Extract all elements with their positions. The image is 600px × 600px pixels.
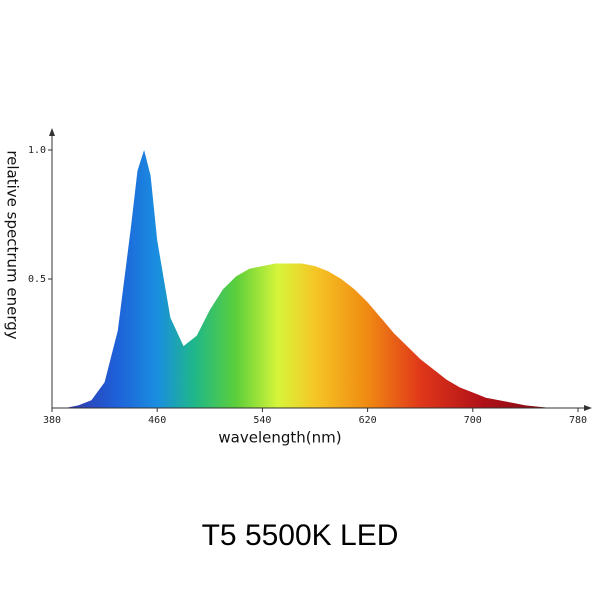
- plot-area: [52, 150, 578, 408]
- x-axis-label: wavelength(nm): [218, 429, 341, 447]
- y-axis-arrow: [49, 128, 55, 136]
- x-tick-label: 460: [148, 415, 166, 426]
- y-tick-label: 0.5: [28, 274, 46, 285]
- x-tick-label: 700: [464, 415, 482, 426]
- chart-title: T5 5500K LED: [202, 519, 399, 552]
- spectrum-area: [52, 150, 578, 408]
- x-tick-label: 540: [253, 415, 271, 426]
- y-axis-label: relative spectrum energy: [4, 150, 22, 339]
- x-tick-label: 380: [43, 415, 61, 426]
- x-tick-label: 620: [359, 415, 377, 426]
- y-tick-label: 1.0: [28, 145, 46, 156]
- x-tick-label: 780: [569, 415, 587, 426]
- x-axis-arrow: [584, 405, 592, 411]
